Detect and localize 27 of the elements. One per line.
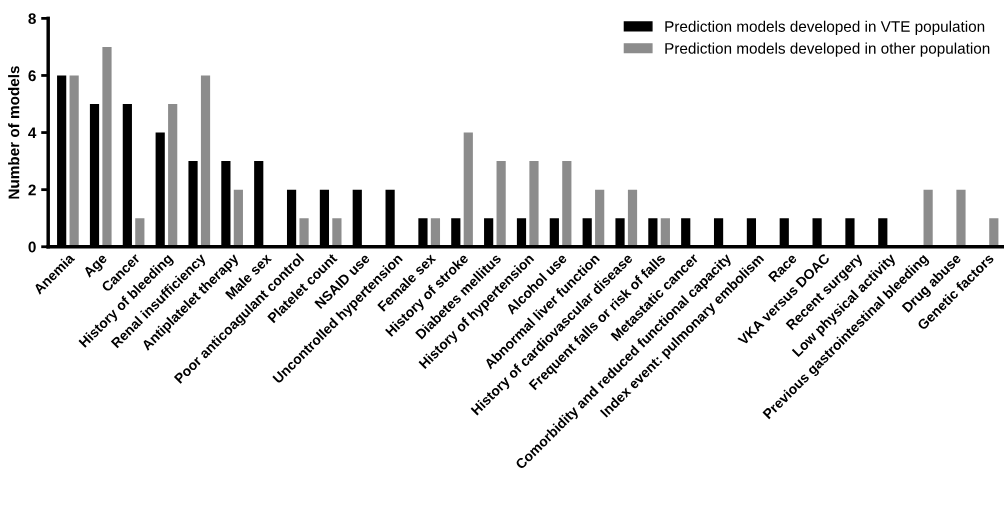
bar	[135, 218, 145, 247]
y-tick-label: 0	[28, 241, 36, 253]
bar	[463, 132, 473, 247]
bar	[430, 218, 441, 247]
bar	[332, 218, 342, 247]
y-tick-label: 2	[28, 184, 36, 196]
bar	[200, 75, 211, 247]
bar	[923, 189, 933, 247]
bar	[989, 218, 999, 247]
bar	[102, 46, 112, 247]
y-tick-label: 8	[28, 13, 36, 25]
bar	[627, 189, 638, 247]
bar	[529, 161, 539, 247]
bar	[69, 75, 79, 247]
legend-label: Prediction models developed in VTE population	[665, 20, 985, 35]
bar	[562, 161, 572, 247]
bar	[595, 189, 605, 247]
bar	[168, 104, 178, 247]
y-tick-label: 4	[28, 127, 37, 139]
bar	[660, 218, 670, 247]
legend-label: Prediction models developed in other population	[665, 42, 990, 57]
y-axis-title: Number of models	[8, 66, 20, 199]
y-tick-label: 6	[28, 70, 36, 82]
bar	[956, 189, 966, 247]
bar	[496, 161, 506, 247]
bar	[299, 218, 309, 247]
bar	[233, 189, 243, 247]
